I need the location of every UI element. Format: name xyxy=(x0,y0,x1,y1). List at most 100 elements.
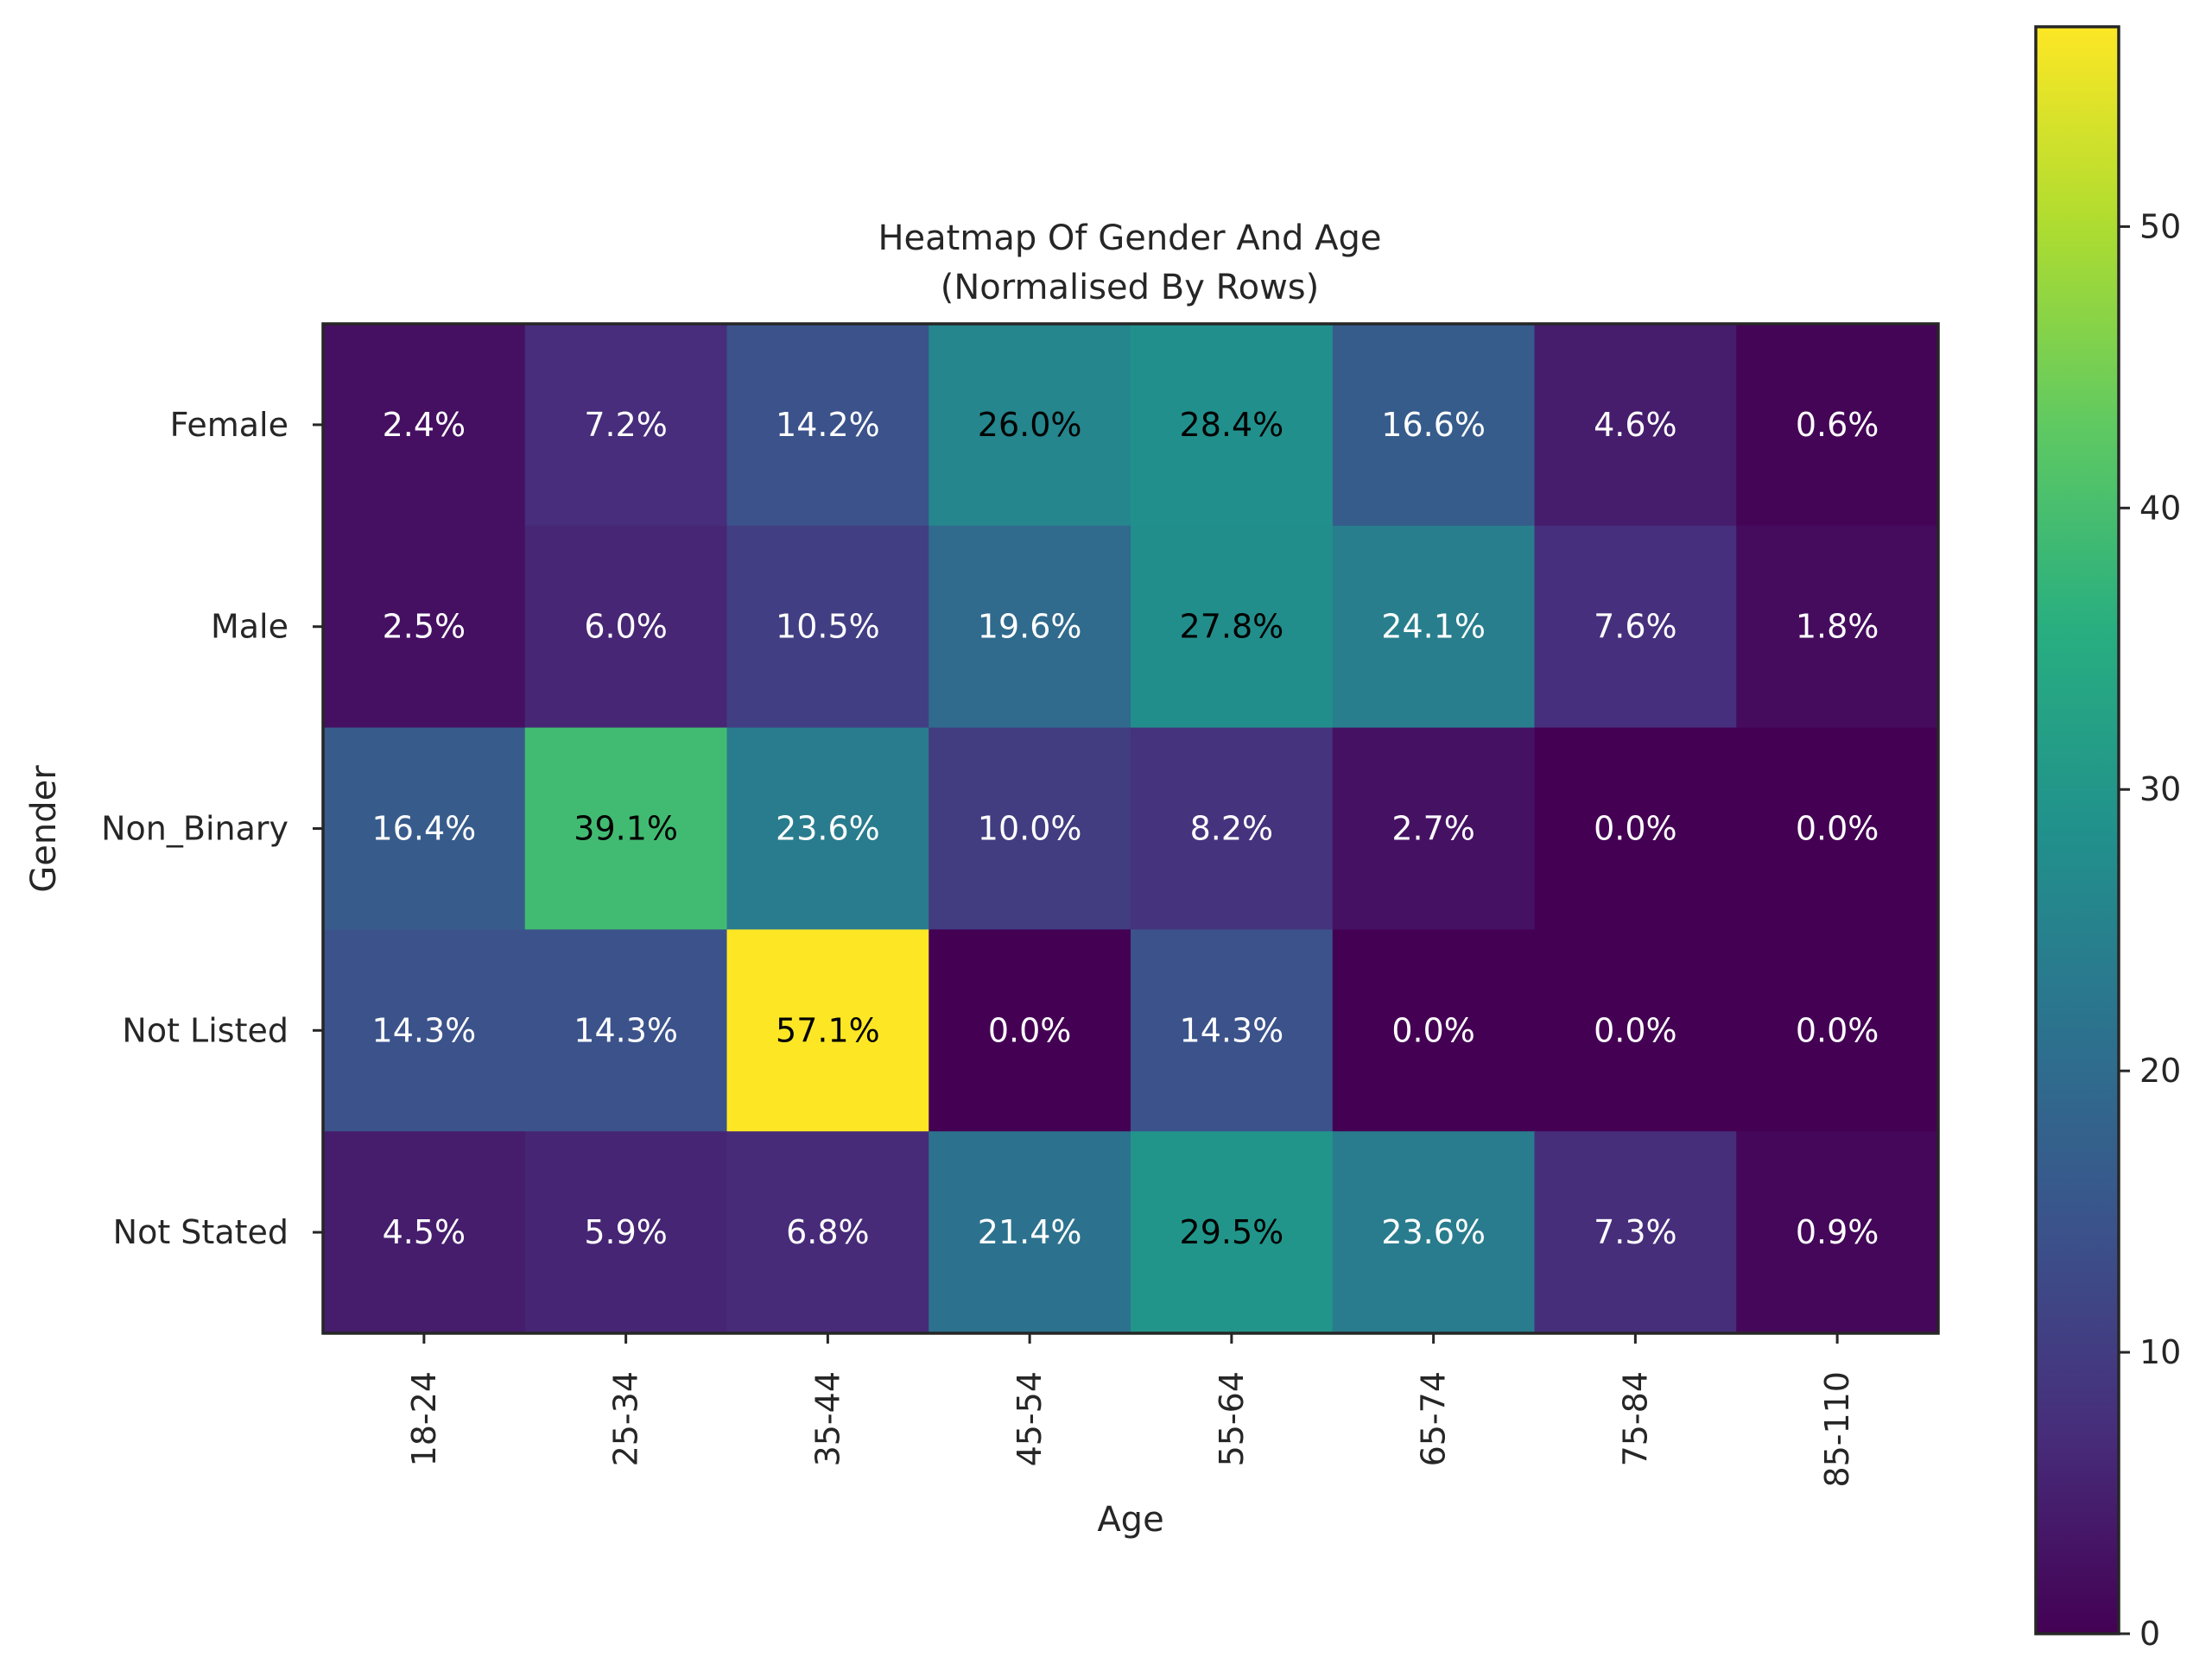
y-tick-label: Not Stated xyxy=(113,1213,288,1251)
x-tick-label: 55-64 xyxy=(1213,1371,1251,1466)
x-axis-label: Age xyxy=(1097,1500,1163,1540)
heatmap-cell xyxy=(1534,324,1737,527)
x-tick-label: 18-24 xyxy=(405,1371,443,1466)
chart-title-line-1: Heatmap Of Gender And Age xyxy=(878,218,1381,258)
heatmap-cell xyxy=(323,727,526,930)
heatmap-cell xyxy=(1332,525,1536,729)
cell-value-label: 10.5% xyxy=(776,608,880,646)
heatmap-cell xyxy=(1534,929,1737,1132)
heatmap-cell xyxy=(1131,324,1334,527)
heatmap-cell xyxy=(726,929,929,1132)
heatmap-cell xyxy=(1131,929,1334,1132)
heatmap-cell xyxy=(726,1131,929,1334)
x-tick-label: 65-74 xyxy=(1415,1371,1453,1466)
heatmap-cell xyxy=(1534,1131,1737,1334)
colorbar-tick-label: 10 xyxy=(2139,1333,2181,1371)
heatmap-cell xyxy=(1736,324,1939,527)
heatmap-cell xyxy=(524,929,728,1132)
y-tick-label: Female xyxy=(170,406,288,444)
y-axis-label: Gender xyxy=(24,765,64,893)
heatmap-cells xyxy=(323,324,1939,1334)
cell-value-label: 0.0% xyxy=(1594,810,1677,848)
heatmap-cell xyxy=(323,929,526,1132)
cell-value-label: 26.0% xyxy=(978,406,1082,444)
colorbar-tick-label: 0 xyxy=(2139,1615,2160,1653)
cell-value-label: 5.9% xyxy=(584,1213,668,1251)
cell-value-label: 14.3% xyxy=(574,1011,678,1049)
cell-value-label: 57.1% xyxy=(776,1011,880,1049)
cell-value-label: 14.3% xyxy=(1180,1011,1284,1049)
cell-value-label: 7.6% xyxy=(1594,608,1677,646)
heatmap-cell xyxy=(1131,727,1334,930)
x-tick-label: 75-84 xyxy=(1616,1371,1654,1466)
cell-value-label: 19.6% xyxy=(978,608,1082,646)
cell-value-label: 0.9% xyxy=(1796,1213,1879,1251)
heatmap-cell xyxy=(1332,1131,1536,1334)
cell-value-label: 0.6% xyxy=(1796,406,1879,444)
heatmap-cell xyxy=(1332,324,1536,527)
x-tick-labels: 18-24 25-34 35-44 45-54 55-64 65-74 75-84 85-11… xyxy=(405,1333,1856,1488)
cell-value-label: 0.0% xyxy=(1391,1011,1475,1049)
cell-value-label: 6.8% xyxy=(786,1213,870,1251)
heatmap-cell xyxy=(1736,525,1939,729)
heatmap-cell xyxy=(1332,727,1536,930)
cell-value-label: 29.5% xyxy=(1180,1213,1284,1251)
y-tick-label: Male xyxy=(211,608,288,646)
heatmap-cell xyxy=(1131,525,1334,729)
cell-value-label: 7.2% xyxy=(584,406,668,444)
colorbar xyxy=(2034,25,2120,1635)
colorbar-tick-label: 50 xyxy=(2139,207,2181,245)
cell-value-label: 21.4% xyxy=(978,1213,1082,1251)
heatmap-cell xyxy=(1736,929,1939,1132)
y-tick-labels: Female Male Non_Binary Not Listed Not Stated xyxy=(101,406,323,1251)
cell-value-label: 1.8% xyxy=(1796,608,1879,646)
y-tick-label: Non_Binary xyxy=(101,810,288,848)
heatmap-cell xyxy=(929,727,1131,930)
heatmap-cell xyxy=(1131,1131,1334,1334)
y-tick-label: Not Listed xyxy=(122,1011,288,1049)
cell-value-label: 23.6% xyxy=(1381,1213,1486,1251)
heatmap-cell xyxy=(929,525,1131,729)
heatmap-cell xyxy=(726,525,929,729)
heatmap-cell xyxy=(323,324,526,527)
cell-value-label: 4.5% xyxy=(383,1213,466,1251)
colorbar-ticks: 0 10 20 30 40 50 xyxy=(2119,207,2181,1653)
heatmap-cell-labels: 2.4% 7.2% 14.2% 26.0% 28.4% 16.6% 4.6% 0.6% 2.5%… xyxy=(372,406,1879,1251)
heatmap-cell xyxy=(1534,525,1737,729)
cell-value-label: 2.7% xyxy=(1391,810,1475,848)
colorbar-tick-label: 30 xyxy=(2139,770,2181,808)
heatmap-cell xyxy=(726,727,929,930)
heatmap-cell xyxy=(1534,727,1737,930)
cell-value-label: 23.6% xyxy=(776,810,880,848)
cell-value-label: 14.2% xyxy=(776,406,880,444)
cell-value-label: 28.4% xyxy=(1180,406,1284,444)
heatmap-cell xyxy=(929,324,1131,527)
cell-value-label: 16.4% xyxy=(372,810,477,848)
cell-value-label: 0.0% xyxy=(988,1011,1072,1049)
cell-value-label: 2.4% xyxy=(383,406,466,444)
heatmap-cell xyxy=(524,1131,728,1334)
x-tick-label: 45-54 xyxy=(1011,1371,1049,1466)
cell-value-label: 6.0% xyxy=(584,608,668,646)
heatmap-cell xyxy=(524,525,728,729)
cell-value-label: 4.6% xyxy=(1594,406,1677,444)
heatmap-cell xyxy=(929,1131,1131,1334)
cell-value-label: 2.5% xyxy=(383,608,466,646)
heatmap-cell xyxy=(524,324,728,527)
x-tick-label: 35-44 xyxy=(808,1371,846,1466)
cell-value-label: 0.0% xyxy=(1594,1011,1677,1049)
cell-value-label: 27.8% xyxy=(1180,608,1284,646)
heatmap-cell xyxy=(929,929,1131,1132)
heatmap-cell xyxy=(1736,727,1939,930)
heatmap-cell xyxy=(323,525,526,729)
heatmap-cell xyxy=(1332,929,1536,1132)
heatmap-cell xyxy=(726,324,929,527)
colorbar-tick-label: 40 xyxy=(2139,489,2181,527)
x-tick-label: 85-110 xyxy=(1818,1371,1856,1488)
colorbar-tick-label: 20 xyxy=(2139,1052,2181,1090)
heatmap-cell xyxy=(1736,1131,1939,1334)
heatmap-cell xyxy=(323,1131,526,1334)
cell-value-label: 39.1% xyxy=(574,810,678,848)
cell-value-label: 8.2% xyxy=(1190,810,1274,848)
